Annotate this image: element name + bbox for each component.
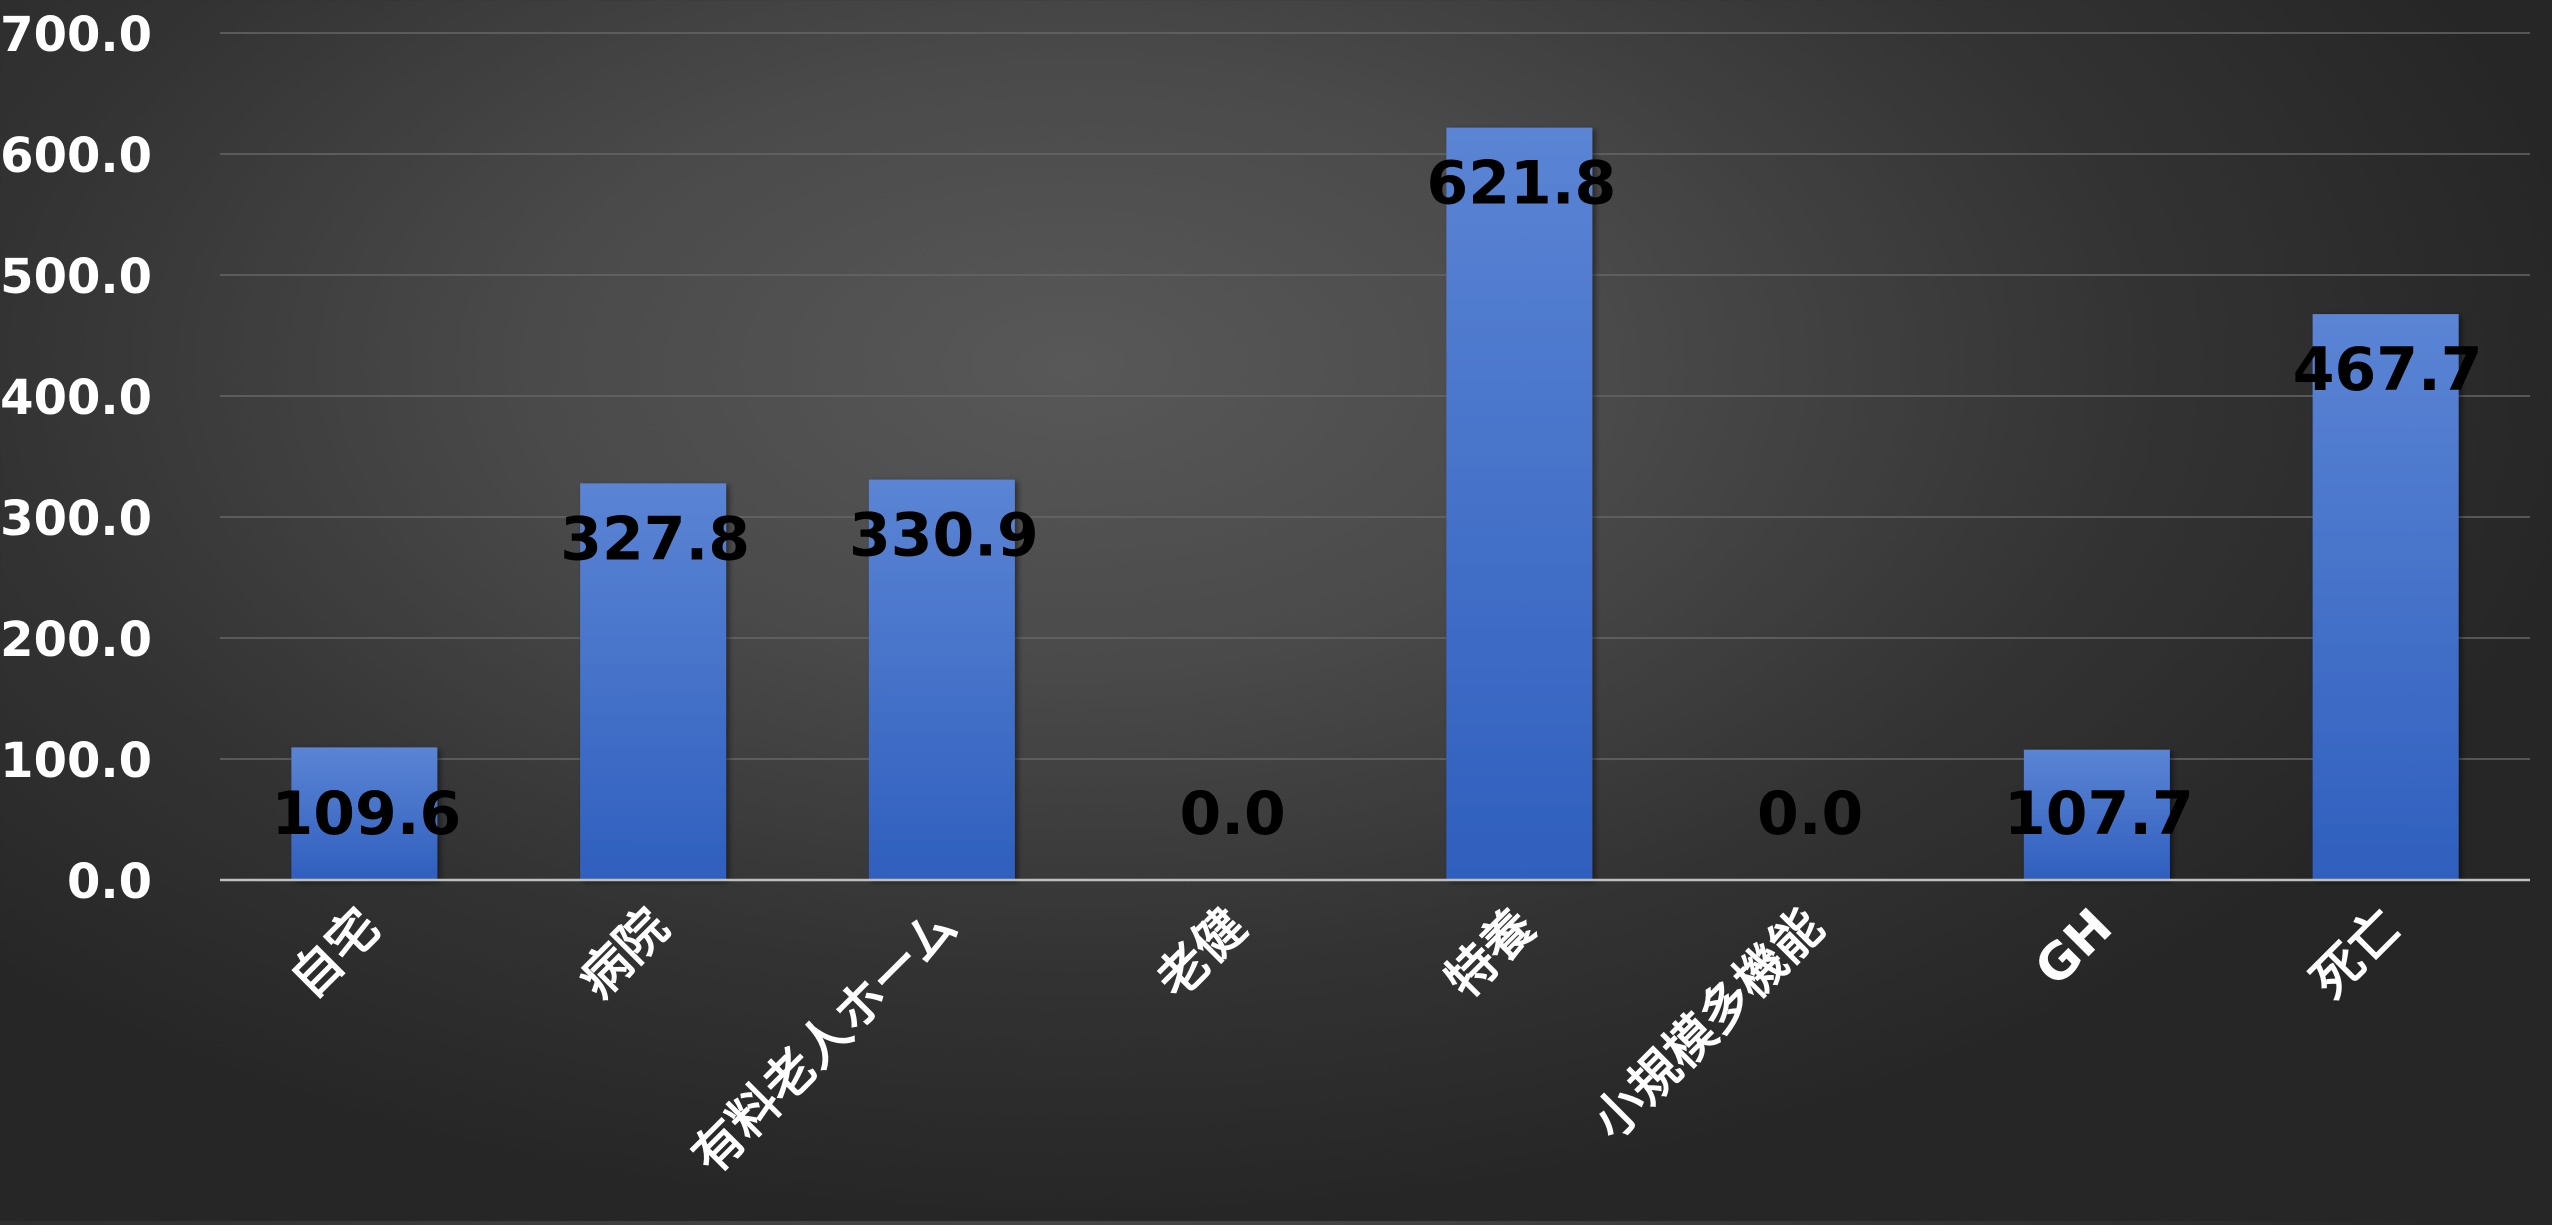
- bar: [580, 483, 727, 880]
- gridlines: [220, 32, 2530, 760]
- x-category-label: GH: [2024, 897, 2124, 997]
- y-tick-label: 300.0: [0, 491, 152, 547]
- y-tick-label: 700.0: [0, 7, 152, 63]
- x-category-label: 老健: [1145, 897, 1257, 1009]
- y-tick-label: 200.0: [0, 612, 152, 668]
- y-tick-label: 600.0: [0, 128, 152, 184]
- bar: [1446, 127, 1593, 880]
- y-axis-tick-labels: 0.0 100.0 200.0 300.0 400.0 500.0 600.0 700.0: [0, 7, 152, 910]
- bar: [2312, 314, 2459, 880]
- data-label: 0.0: [1179, 779, 1285, 849]
- data-labels: 109.6 327.8 330.9 0.0 621.8 0.0 107.7 467.7: [271, 149, 2482, 849]
- y-tick-label: 500.0: [0, 249, 152, 305]
- data-label: 467.7: [2293, 335, 2483, 405]
- data-label: 621.8: [1426, 149, 1616, 219]
- bar: [2023, 749, 2170, 880]
- data-label: 330.9: [849, 501, 1039, 571]
- bar: [291, 747, 438, 880]
- y-tick-label: 400.0: [0, 370, 152, 426]
- bar: [868, 479, 1015, 880]
- data-label: 107.7: [2004, 779, 2194, 849]
- y-tick-label: 0.0: [67, 854, 152, 910]
- x-category-label: 有料老人ホーム: [681, 897, 968, 1184]
- data-label: 109.6: [271, 779, 461, 849]
- x-axis-category-labels: 自宅 病院 有料老人ホーム 老健 特養 小規模多機能 GH 死亡: [279, 897, 2412, 1184]
- bars: [291, 127, 2459, 880]
- x-category-label: 小規模多機能: [1581, 897, 1834, 1150]
- x-category-label: 病院: [568, 897, 680, 1009]
- y-tick-label: 100.0: [0, 733, 152, 789]
- x-category-label: 自宅: [279, 897, 391, 1009]
- x-category-label: 死亡: [2300, 897, 2412, 1009]
- data-label: 0.0: [1757, 779, 1863, 849]
- x-category-label: 特養: [1434, 897, 1546, 1009]
- data-label: 327.8: [560, 504, 750, 574]
